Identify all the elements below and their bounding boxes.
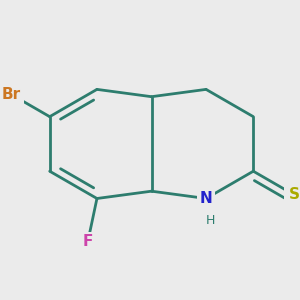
- Text: H: H: [206, 214, 215, 227]
- Text: N: N: [200, 191, 212, 206]
- Text: F: F: [83, 234, 93, 249]
- Text: S: S: [289, 187, 299, 202]
- Text: Br: Br: [2, 87, 21, 102]
